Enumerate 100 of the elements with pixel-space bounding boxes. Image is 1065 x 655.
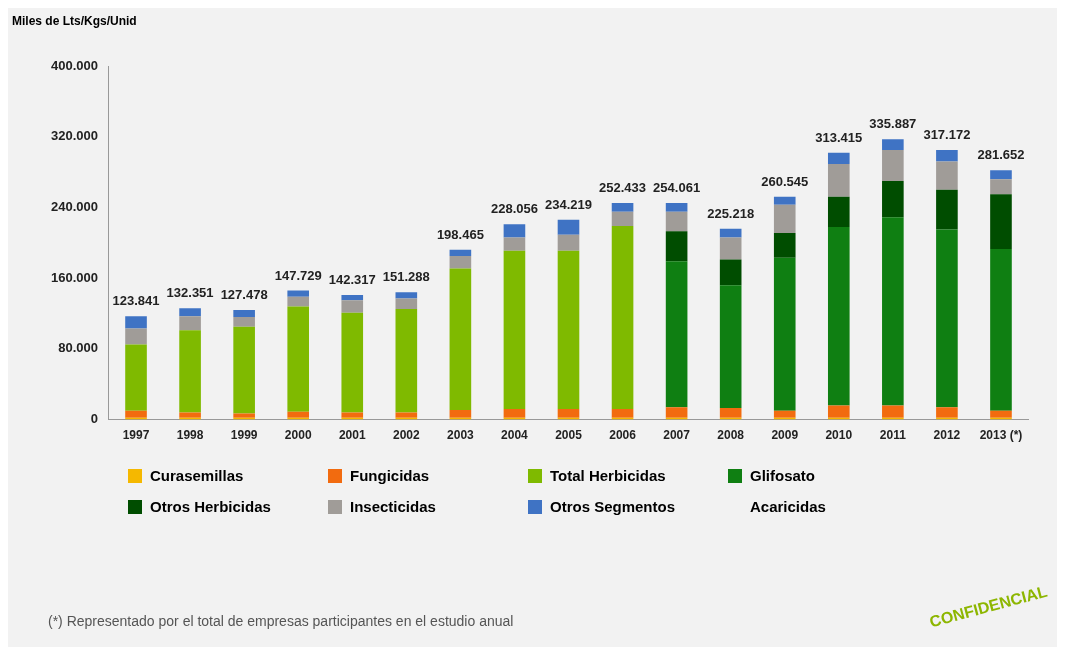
bar xyxy=(719,237,742,260)
bar xyxy=(611,226,634,409)
x-tick-label: 2000 xyxy=(284,428,312,443)
annotation: 225.218 xyxy=(707,205,755,221)
x-tick-label: 1998 xyxy=(176,428,204,443)
bar xyxy=(773,410,796,418)
bar xyxy=(395,309,418,413)
legend-label: Total Herbicidas xyxy=(550,467,666,484)
x-tick-label: 2013 (*) xyxy=(979,428,1023,443)
text: (*) Representado por el total de empresas participantes en el estudio anual xyxy=(48,613,514,629)
bar xyxy=(990,179,1012,195)
x-tick-label: 2011 xyxy=(879,428,907,443)
bar xyxy=(341,294,364,301)
x-tick-label: 2010 xyxy=(825,428,853,443)
bar xyxy=(341,412,364,418)
bar xyxy=(179,308,201,317)
bar xyxy=(773,257,796,411)
annotation: 313.415 xyxy=(815,129,863,145)
bar xyxy=(611,211,634,226)
bar xyxy=(287,411,310,418)
annotation: 151.288 xyxy=(382,269,430,285)
y-tick-label: 400.000 xyxy=(50,57,98,73)
x-tick-label: 2007 xyxy=(663,428,691,443)
bar xyxy=(125,328,147,345)
bar xyxy=(341,300,364,313)
x-tick-label: 2004 xyxy=(501,428,529,443)
annotation: 147.729 xyxy=(274,267,322,283)
bar xyxy=(936,229,958,408)
bar xyxy=(773,196,796,205)
bar xyxy=(449,268,472,410)
bar xyxy=(882,180,904,218)
bar xyxy=(233,317,255,327)
bar xyxy=(449,249,472,257)
x-tick-label: 2006 xyxy=(609,428,637,443)
annotation: 317.172 xyxy=(923,127,971,143)
bar xyxy=(990,194,1012,249)
bar xyxy=(503,250,526,409)
annotation: 252.433 xyxy=(599,180,647,196)
bar xyxy=(936,161,958,190)
annotation: 254.061 xyxy=(653,180,701,196)
legend-label: Otros Segmentos xyxy=(550,498,676,515)
bar xyxy=(503,408,526,418)
bar xyxy=(882,405,904,418)
bar xyxy=(287,296,310,307)
bar xyxy=(882,149,904,181)
annotation: 335.887 xyxy=(869,116,917,132)
bar xyxy=(233,413,255,418)
bar xyxy=(395,298,418,310)
bar xyxy=(179,330,201,413)
bar xyxy=(611,203,634,212)
bar xyxy=(287,306,310,412)
bar xyxy=(827,196,850,227)
bar xyxy=(125,316,147,329)
x-tick-label: 2009 xyxy=(771,428,799,443)
annotation: 123.841 xyxy=(112,293,160,309)
legend-label: Insecticidas xyxy=(350,498,436,515)
bar xyxy=(179,412,201,418)
y-tick-label: 320.000 xyxy=(50,128,98,144)
bar xyxy=(395,292,418,299)
bar xyxy=(990,170,1012,180)
x-tick-label: 2003 xyxy=(447,428,475,443)
bar xyxy=(449,256,472,269)
bar xyxy=(773,204,796,234)
bar xyxy=(827,164,850,197)
bar xyxy=(990,248,1012,411)
bar xyxy=(719,285,742,409)
annotation: 234.219 xyxy=(545,196,592,212)
legend-label: Otros Herbicidas xyxy=(150,498,271,515)
x-tick-label: 2008 xyxy=(717,428,745,443)
annotation: 228.056 xyxy=(490,201,538,217)
legend-label: Fungicidas xyxy=(350,467,430,484)
bar xyxy=(125,344,147,411)
bar xyxy=(990,410,1012,418)
bar xyxy=(557,234,580,251)
legend-label: Curasemillas xyxy=(150,467,244,484)
bar xyxy=(936,149,958,162)
annotation: 260.545 xyxy=(761,173,809,189)
bar xyxy=(287,290,310,297)
bar xyxy=(665,407,688,418)
bar xyxy=(557,250,580,409)
bar xyxy=(503,224,526,238)
x-tick-label: 1997 xyxy=(122,428,150,443)
bar xyxy=(125,410,147,418)
bar xyxy=(611,408,634,418)
bar xyxy=(827,226,850,406)
bar xyxy=(719,408,742,418)
bar xyxy=(557,408,580,418)
annotation: 132.351 xyxy=(166,285,214,301)
annotation: 127.478 xyxy=(220,287,268,303)
bar xyxy=(503,237,526,251)
bar xyxy=(665,203,688,212)
x-tick-label: 2002 xyxy=(392,428,420,443)
bar xyxy=(665,261,688,408)
text: Acaricidas xyxy=(750,498,826,515)
bar xyxy=(773,233,796,258)
bar xyxy=(179,316,201,331)
x-tick-label: 2012 xyxy=(933,428,961,443)
x-tick-label: 2001 xyxy=(338,428,366,443)
annotation: 281.652 xyxy=(977,147,1025,163)
bar xyxy=(233,326,255,414)
